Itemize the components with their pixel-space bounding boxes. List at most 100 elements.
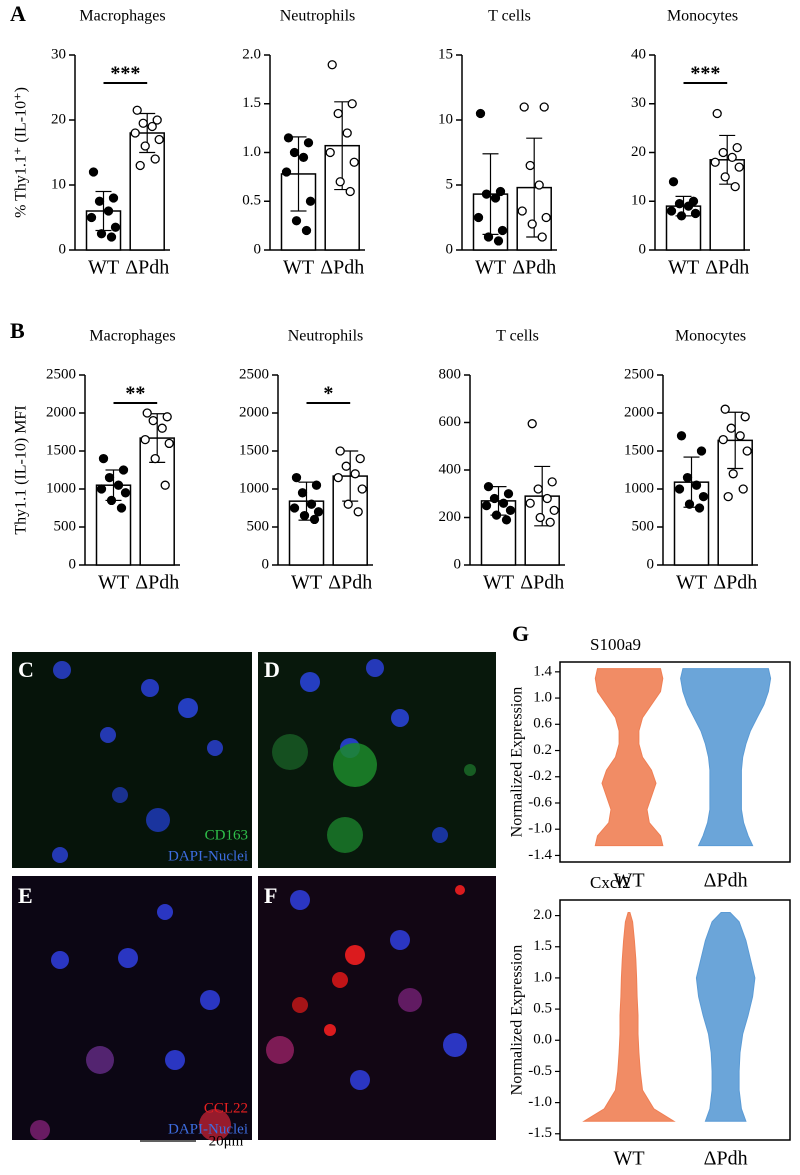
y-tick-label: 0 <box>69 556 77 572</box>
data-point <box>694 503 705 513</box>
data-point <box>674 484 685 494</box>
cell <box>165 1050 185 1070</box>
data-point <box>718 434 728 445</box>
x-tick-label: ΔPdh <box>704 870 748 892</box>
x-tick-label: WT <box>676 572 707 594</box>
cell <box>157 904 173 920</box>
y-tick-label: 2000 <box>239 404 269 420</box>
data-point <box>106 495 117 506</box>
data-point <box>150 453 160 464</box>
cell <box>332 972 348 988</box>
data-point <box>534 180 544 190</box>
panel-label: G <box>512 621 529 646</box>
data-point <box>327 60 337 70</box>
data-point <box>347 99 357 109</box>
y-tick-label: 0 <box>254 241 262 257</box>
data-point <box>291 472 302 483</box>
x-tick-label: ΔPdh <box>320 257 364 279</box>
data-point <box>535 512 545 523</box>
cell <box>324 1024 336 1036</box>
data-point <box>313 507 324 517</box>
y-tick-label: 1000 <box>46 480 76 496</box>
x-tick-label: ΔPdh <box>705 257 749 279</box>
data-point <box>98 453 109 464</box>
data-point <box>160 480 170 490</box>
chart-title: S100a9 <box>590 635 641 654</box>
cell <box>366 659 384 677</box>
data-point <box>357 484 367 494</box>
data-point <box>668 177 679 187</box>
data-point <box>712 108 722 119</box>
cell <box>30 1120 50 1140</box>
data-point <box>120 488 131 498</box>
data-point <box>138 118 148 128</box>
data-point <box>104 472 115 483</box>
data-point <box>116 503 127 513</box>
chart-title: T cells <box>488 8 531 25</box>
y-tick-label: 5 <box>446 176 454 192</box>
cell <box>51 951 69 969</box>
data-point <box>525 498 535 508</box>
y-tick-label: 1.0 <box>533 690 552 706</box>
data-point <box>710 157 720 167</box>
y-tick-label: 2500 <box>239 366 269 382</box>
data-point <box>342 128 352 138</box>
nuclei-label: DAPI-Nuclei <box>168 1121 248 1137</box>
x-tick-label: ΔPdh <box>125 257 169 279</box>
data-point <box>541 212 551 223</box>
cell <box>290 890 310 910</box>
cell <box>207 740 223 756</box>
data-point <box>157 423 167 433</box>
y-tick-label: 2500 <box>46 366 76 382</box>
y-tick-label: 0.5 <box>242 193 261 209</box>
chart-title: Monocytes <box>675 328 746 345</box>
data-point <box>720 404 730 414</box>
y-tick-label: 15 <box>438 46 453 62</box>
violin <box>582 912 676 1122</box>
cell <box>350 1070 370 1090</box>
data-point <box>489 493 500 504</box>
data-point <box>501 515 512 525</box>
data-point <box>335 177 345 187</box>
y-tick-label: -1.0 <box>528 1094 552 1110</box>
data-point <box>493 236 504 246</box>
data-point <box>730 181 740 192</box>
cell <box>53 661 71 679</box>
y-tick-label: -1.5 <box>528 1125 552 1141</box>
data-point <box>118 465 129 475</box>
data-point <box>475 108 486 119</box>
data-point <box>343 499 353 509</box>
chart-title: Monocytes <box>667 8 738 25</box>
significance-label: * <box>323 383 333 405</box>
data-point <box>517 206 527 216</box>
cell <box>333 743 377 787</box>
x-tick-label: WT <box>291 572 322 594</box>
y-tick-label: 30 <box>631 95 646 111</box>
y-tick-label: 0 <box>647 556 655 572</box>
y-tick-label: 1.0 <box>533 969 552 985</box>
cell <box>455 885 465 895</box>
data-point <box>309 514 320 525</box>
data-point <box>539 102 549 112</box>
data-point <box>690 208 701 219</box>
y-tick-label: 10 <box>438 111 453 127</box>
y-tick-label: 0.6 <box>533 716 552 732</box>
data-point <box>305 196 316 206</box>
y-tick-label: 0 <box>639 241 647 257</box>
violin <box>695 912 756 1122</box>
chart-title: Macrophages <box>79 8 165 25</box>
data-point <box>691 480 702 490</box>
y-tick-label: 500 <box>247 518 270 534</box>
cell <box>266 1036 294 1064</box>
data-point <box>735 431 745 441</box>
y-tick-label: 2000 <box>46 404 76 420</box>
y-tick-label: -0.5 <box>528 1063 552 1079</box>
data-point <box>106 232 117 242</box>
panel-label: D <box>264 657 280 682</box>
data-point <box>473 212 484 223</box>
data-point <box>682 472 693 483</box>
data-point <box>734 162 744 172</box>
data-point <box>505 505 516 516</box>
y-tick-label: 10 <box>631 193 646 209</box>
data-point <box>742 446 752 456</box>
